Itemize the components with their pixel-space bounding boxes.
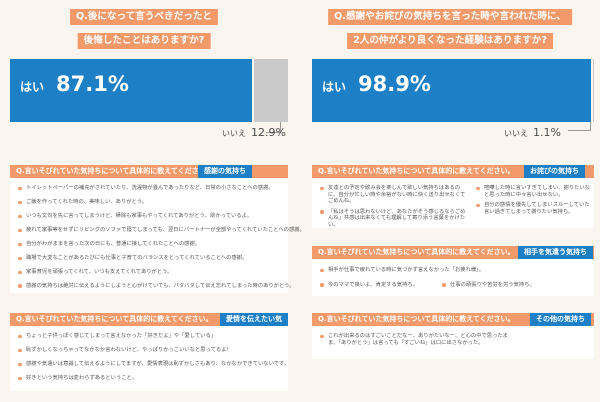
list-item: これが出来るのはすごいことだなー、ありがたいなー、と心の中で思ったまま、「ありが…	[320, 333, 514, 346]
no-percent: 1.1%	[533, 126, 561, 139]
yes-percent: 87.1%	[56, 72, 129, 96]
yes-bar: はい 98.9%	[312, 59, 591, 122]
no-bar	[254, 59, 288, 122]
section-header: Q.言いそびれていた気持ちについて具体的に教えてください。	[10, 313, 288, 326]
list-item: 職場で大変なことがあるたびにも仕事と子育てのバランスをとってくれていることへの感…	[18, 255, 282, 262]
no-percent: 12.9%	[251, 126, 286, 139]
item-list-right: 仕事の頑張りや苦労を労う気持ち。	[442, 282, 590, 289]
leader-line	[266, 122, 281, 133]
result-bar: はい 98.9%	[312, 59, 594, 122]
list-item: 感謝や気遣いは意識して伝えるようにしてますが、愛情表現は恥ずかしさもあり、なかな…	[18, 361, 289, 368]
section-other: Q.言いそびれていた気持ちについて具体的に教えてください。 その他の気持ち これ…	[312, 313, 594, 359]
list-item: 「私はそうは思わないけど、あなたがそう感じるならごめんね」共感は出来なくても理解…	[320, 209, 470, 229]
list-item: 好きという気持ちは変わらずあるということ。	[18, 375, 282, 382]
yes-percent: 98.9%	[358, 72, 431, 96]
section-tag: 相手を気遣う気持ち	[518, 246, 593, 259]
section-header: Q.言いそびれていた気持ちについて具体的に教えてください。	[312, 165, 594, 178]
item-list-left: 友達との予定や飲み会を楽しんで欲しい気持ちはあるのに、自分が忙しい時や余裕がない…	[320, 185, 470, 229]
section-tag: 愛情を伝えたい気持ち	[220, 313, 288, 336]
section-tag: お詫びの気持ち	[524, 165, 585, 178]
section-tag: その他の気持ち	[530, 313, 591, 326]
list-item: 今のママで良いよ、肯定する気持ち。	[320, 282, 470, 289]
section-gratitude: Q.言いそびれていた気持ちについて具体的に教えてください。 感謝の気持ち トイレ…	[10, 165, 305, 293]
yes-bar: はい 87.1%	[10, 59, 252, 122]
item-list: トイレットペーパーの補充がされていたり、洗濯物が畳んであったりなど、日常の小さな…	[18, 185, 305, 290]
question-banner-line1: Q.後になって言うべきだったと	[69, 9, 219, 25]
result-bar: はい 87.1%	[10, 59, 288, 122]
leader-line	[568, 122, 591, 131]
item-list: これが出来るのはすごいことだなー、ありがたいなー、と心の中で思ったまま、「ありが…	[320, 333, 514, 346]
list-item: 自分の感情を優先してしまいスルーしていた言い過ぎてしまって謝りたい気持ち。	[476, 202, 590, 215]
list-item: 家事育児を頑張ってくれて、いつも支えてくれてありがとう。	[18, 269, 282, 276]
list-item: ご飯を作ってくれた時の、美味しい、ありがとう。	[18, 199, 282, 206]
section-affection: Q.言いそびれていた気持ちについて具体的に教えてください。 愛情を伝えたい気持ち…	[10, 313, 289, 391]
no-percent-label: いいえ 1.1%	[504, 126, 561, 139]
list-item: 仕事の頑張りや苦労を労う気持ち。	[442, 282, 590, 289]
list-item: 喧嘩した時に言いすぎてしまい、謝りたいなと思った時に中々言い出せない。	[476, 185, 590, 198]
list-item: 感謝の気持ちは絶対に伝えるようにしようと心がけていても、バタバタして伝え忘れてし…	[18, 283, 295, 290]
list-item: いつも文句を先に言ってしまうけど、掃除も家事もやってくれてありがとう、助かってい…	[18, 213, 282, 220]
no-label: いいえ	[504, 129, 528, 138]
list-item: 友達との予定や飲み会を楽しんで欲しい気持ちはあるのに、自分が忙しい時や余裕がない…	[320, 185, 470, 205]
no-percent-label: いいえ 12.9%	[222, 126, 286, 139]
item-list-left: 相手が仕事で疲れている時に気づかず言えなかった「お疲れ様」。 今のママで良いよ、…	[320, 267, 484, 289]
yes-label: はい	[20, 80, 45, 94]
list-item: ちょっと子供っぽく感じてしまって言えなかった「好きだよ」や「愛している」	[18, 333, 282, 340]
list-item: 疲れて家事等をせずにリビングのソファで寝てしまっても、翌日にパートナーが全部やっ…	[18, 227, 305, 234]
section-apology: Q.言いそびれていた気持ちについて具体的に教えてください。 お詫びの気持ち 友達…	[312, 165, 594, 228]
list-item: 自分がわがままを言った次の日にも、普通に接してくれたことへの感謝。	[18, 241, 282, 248]
question-banner-line2: 2人の仲がより良くなった経験はありますか?	[347, 33, 553, 49]
item-list: ちょっと子供っぽく感じてしまって言えなかった「好きだよ」や「愛している」 恥ずか…	[18, 333, 289, 382]
yes-label: はい	[322, 80, 347, 94]
list-item: トイレットペーパーの補充がされていたり、洗濯物が畳んであったりなど、日常の小さな…	[18, 185, 282, 192]
no-bar	[593, 59, 594, 122]
no-label: いいえ	[222, 129, 246, 138]
left-column: Q.後になって言うべきだったと 後悔したことはありますか? はい 87.1% い…	[0, 0, 305, 402]
section-care: Q.言いそびれていた気持ちについて具体的に教えてください。 相手を気遣う気持ち …	[312, 246, 594, 296]
section-tag: 感謝の気持ち	[198, 165, 252, 178]
section-header: Q.言いそびれていた気持ちについて具体的に教えてください。	[312, 313, 594, 326]
right-column: Q.感謝やお詫びの気持ちを言った時や言われた時に、 2人の仲がより良くなった経験…	[306, 0, 594, 402]
item-list-right: 喧嘩した時に言いすぎてしまい、謝りたいなと思った時に中々言い出せない。 自分の感…	[476, 185, 590, 215]
question-banner-line1: Q.感謝やお詫びの気持ちを言った時や言われた時に、	[328, 9, 572, 25]
list-item: 恥ずかしくなっちゃってなかなか言わないけど、やっぱりかっこいいなと思ってるよ!	[18, 347, 282, 354]
list-item: 相手が仕事で疲れている時に気づかず言えなかった「お疲れ様」。	[320, 267, 484, 274]
question-banner-line2: 後悔したことはありますか?	[77, 33, 211, 49]
